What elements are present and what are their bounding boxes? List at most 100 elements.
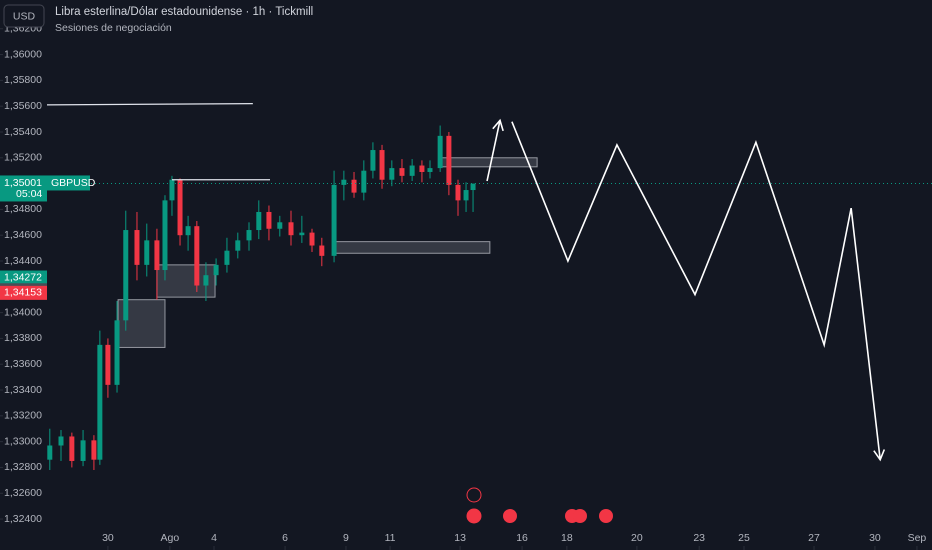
candle-body xyxy=(389,168,395,180)
candle-body xyxy=(80,440,86,461)
event-icon[interactable] xyxy=(599,509,613,523)
y-tick-label: 1,33600 xyxy=(4,358,42,370)
y-tick-label: 1,33000 xyxy=(4,435,42,447)
y-tick-label: 1,35800 xyxy=(4,74,42,86)
candle-body xyxy=(455,184,461,201)
candle-body xyxy=(123,230,129,321)
x-tick-label: 25 xyxy=(738,532,750,544)
x-tick-label: 11 xyxy=(385,532,396,544)
candle-body xyxy=(154,240,160,271)
x-tick-label: 16 xyxy=(516,532,528,544)
zone-box xyxy=(332,241,491,254)
event-icon[interactable] xyxy=(466,508,482,524)
arrowhead xyxy=(492,118,504,132)
countdown: 05:04 xyxy=(16,188,42,200)
candle-body xyxy=(203,275,209,286)
candle-body xyxy=(299,232,305,236)
candle-body xyxy=(47,445,53,460)
x-tick-label: 4 xyxy=(211,532,217,544)
price-label-box xyxy=(0,270,47,285)
candle-body xyxy=(427,168,433,172)
y-tick-label: 1,35400 xyxy=(4,126,42,138)
candle-body xyxy=(277,222,283,229)
candle-body xyxy=(331,184,337,256)
x-tick-label: 23 xyxy=(693,532,705,544)
candle-body xyxy=(169,179,175,201)
x-tick-label: Ago xyxy=(161,532,180,544)
candle-body xyxy=(194,226,200,286)
candle-body xyxy=(370,150,376,171)
x-tick-label: 30 xyxy=(869,532,881,544)
candle-body xyxy=(58,436,64,446)
x-tick-label: 18 xyxy=(561,532,573,544)
candle-body xyxy=(463,190,469,201)
trend-line xyxy=(46,102,253,106)
candle-body xyxy=(144,240,150,265)
y-tick-label: 1,33400 xyxy=(4,384,42,396)
candle-body xyxy=(309,232,315,246)
x-tick-label: Sep xyxy=(908,532,927,544)
x-tick-label: 6 xyxy=(282,532,288,544)
candle-body xyxy=(437,135,443,169)
candle-body xyxy=(69,436,75,461)
candle-body xyxy=(379,150,385,180)
candle-body xyxy=(256,211,262,231)
zone-box xyxy=(441,157,538,168)
candle-body xyxy=(235,240,241,251)
candle-body xyxy=(470,183,476,191)
event-icons xyxy=(466,487,613,524)
candle-body xyxy=(288,222,294,236)
y-tick-label: 1,35200 xyxy=(4,152,42,164)
candle-body xyxy=(134,230,140,265)
candle-body xyxy=(246,230,252,241)
y-tick-label: 1,34800 xyxy=(4,203,42,215)
chart-subtitle: Sesiones de negociación xyxy=(55,22,172,34)
y-tick-label: 1,32600 xyxy=(4,487,42,499)
projection-path xyxy=(486,120,501,182)
candle-body xyxy=(351,179,357,193)
y-tick-label: 1,36000 xyxy=(4,48,42,60)
y-tick-label: 1,34000 xyxy=(4,306,42,318)
x-tick-label: 20 xyxy=(631,532,643,544)
event-icon[interactable] xyxy=(466,487,482,503)
candle-body xyxy=(266,211,272,229)
symbol-tag xyxy=(47,175,90,191)
y-tick-label: 1,34400 xyxy=(4,255,42,267)
candle-body xyxy=(114,320,120,385)
current-price-label: 1,35001 xyxy=(4,177,42,189)
arrowhead xyxy=(873,449,886,462)
projection-path xyxy=(511,121,881,460)
candle-body xyxy=(224,250,230,265)
y-tick-label: 1,32800 xyxy=(4,461,42,473)
current-price-box xyxy=(0,175,47,202)
y-tick-label: 1,35600 xyxy=(4,100,42,112)
candle-body xyxy=(91,440,97,460)
candle-body xyxy=(446,135,452,185)
price-label: 1,34272 xyxy=(4,271,42,283)
y-tick-label: 1,33800 xyxy=(4,332,42,344)
candle-body xyxy=(185,226,191,236)
candle-body xyxy=(409,165,415,176)
candle-body xyxy=(213,264,219,276)
price-label: 1,34153 xyxy=(4,287,42,299)
chart-title: Libra esterlina/Dólar estadounidense · 1… xyxy=(55,6,313,18)
currency-button[interactable] xyxy=(3,4,45,28)
x-tick-label: 9 xyxy=(343,532,349,544)
y-tick-label: 1,32400 xyxy=(4,513,42,525)
candle-body xyxy=(419,165,425,172)
y-tick-label: 1,34600 xyxy=(4,229,42,241)
candle-body xyxy=(399,168,405,176)
candle-body xyxy=(177,179,183,236)
x-tick-label: 13 xyxy=(454,532,466,544)
candle-body xyxy=(97,344,103,460)
y-tick-label: 1,33200 xyxy=(4,410,42,422)
candle-body xyxy=(341,179,347,185)
currency-button-text[interactable]: USD xyxy=(13,10,36,22)
event-icon[interactable] xyxy=(503,509,517,523)
symbol-label: GBPUSD xyxy=(51,177,96,189)
event-icon[interactable] xyxy=(573,509,587,523)
candle-body xyxy=(105,344,111,385)
price-label-box xyxy=(0,285,47,300)
